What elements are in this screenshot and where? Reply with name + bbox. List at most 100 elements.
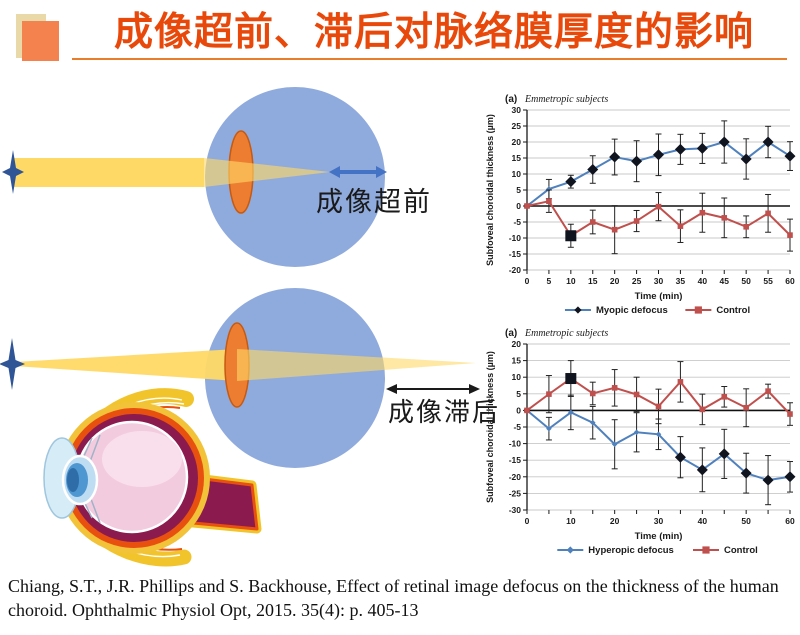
data-point-marker [696,464,708,476]
y-axis-label: Subfoveal choroidal thickness (µm) [485,351,495,503]
data-point-marker [718,136,730,148]
data-point-marker [546,391,552,397]
x-axis-label: Time (min) [635,531,683,542]
panel-label: (a) [505,94,517,105]
data-point-marker [762,474,774,486]
data-point-marker [677,379,684,385]
data-point-marker [568,409,574,416]
data-point-marker [699,406,706,413]
y-tick-label: -5 [513,217,521,227]
light-source-star-icon [0,338,25,390]
chart-title: Emmetropic subjects [524,328,608,339]
lens-core [67,468,79,492]
y-tick-label: -20 [509,472,522,482]
data-point-marker [740,153,752,165]
legend-label: Myopic defocus [596,305,668,316]
y-tick-label: 15 [512,356,522,366]
x-tick-label: 10 [566,516,576,526]
light-beam [14,349,237,381]
y-axis-label: Subfoveal choroidal thickness (µm) [485,114,495,266]
light-source-star-icon [2,150,24,194]
data-point-marker [524,203,530,209]
arrow-head-left [386,384,397,394]
data-point-marker [546,198,552,204]
data-point-marker [546,425,552,432]
data-point-marker [743,404,749,411]
eyeball-circle [205,288,385,468]
converging-beam [237,349,476,381]
x-axis-label: Time (min) [635,291,683,302]
data-point-marker [655,203,662,210]
y-tick-label: 5 [516,389,521,399]
y-tick-label: -15 [509,249,522,259]
panel-label: (a) [505,328,517,339]
x-tick-label: 20 [610,516,620,526]
x-tick-label: 5 [547,276,552,286]
data-point-marker [765,210,771,217]
y-tick-label: -15 [509,455,522,465]
legend-marker [574,306,582,314]
y-tick-label: -10 [509,439,522,449]
x-tick-label: 0 [525,516,530,526]
data-point-marker [784,150,796,162]
y-tick-label: -20 [509,265,522,275]
data-point-marker [762,136,774,148]
eyeball-circle [205,87,385,267]
x-tick-label: 30 [654,516,664,526]
data-point-marker [696,142,708,154]
hyperopic-defocus-eye-diagram [0,288,480,468]
citation-text: Chiang, S.T., J.R. Phillips and S. Backh… [8,576,779,621]
data-point-marker [743,224,749,230]
data-point-marker [674,451,686,463]
y-tick-label: 20 [512,339,522,349]
x-tick-label: 50 [741,516,751,526]
data-point-marker [653,149,664,161]
myopic-defocus-label: 成像超前 [316,187,432,217]
x-tick-label: 55 [763,276,773,286]
x-tick-label: 35 [676,276,686,286]
x-tick-label: 45 [720,276,730,286]
y-tick-label: -30 [509,505,522,515]
legend-marker [566,546,574,554]
y-tick-label: -10 [509,233,522,243]
data-point-marker [655,403,662,410]
page-title: 成像超前、滞后对脉络膜厚度的影响 [113,11,754,54]
eye-anatomy-illustration [43,388,262,567]
data-point-marker [718,448,730,460]
data-point-marker [674,143,686,155]
myopic-defocus-eye-diagram [2,87,387,267]
x-tick-label: 20 [610,276,620,286]
data-point-marker [609,151,621,163]
data-point-marker [740,467,752,479]
y-tick-label: 0 [516,201,521,211]
data-point-marker [587,164,599,176]
data-point-marker [611,385,618,391]
y-tick-label: -5 [513,422,521,432]
x-tick-label: 40 [698,516,708,526]
y-tick-label: 10 [512,169,522,179]
data-point-marker [787,411,793,417]
legend-label: Hyperopic defocus [588,545,674,556]
data-point-marker [633,429,640,436]
data-point-marker [633,391,640,398]
vitreous-highlight [102,431,182,487]
legend-label: Control [724,545,758,556]
x-tick-label: 60 [785,276,795,286]
title-deco-orange-square [22,21,59,61]
x-tick-label: 50 [741,276,751,286]
defocus-distance-arrow [329,166,387,178]
light-beam [12,158,204,187]
data-point-marker [565,373,577,385]
hyperopic-defocus-label: 成像滞后 [388,397,501,427]
x-tick-label: 0 [525,276,530,286]
data-point-marker [565,176,577,188]
data-point-marker [721,393,728,400]
legend-marker [694,306,702,314]
x-tick-label: 60 [785,516,795,526]
y-tick-label: 0 [516,405,521,415]
data-point-marker [589,390,596,397]
x-tick-label: 25 [632,276,642,286]
